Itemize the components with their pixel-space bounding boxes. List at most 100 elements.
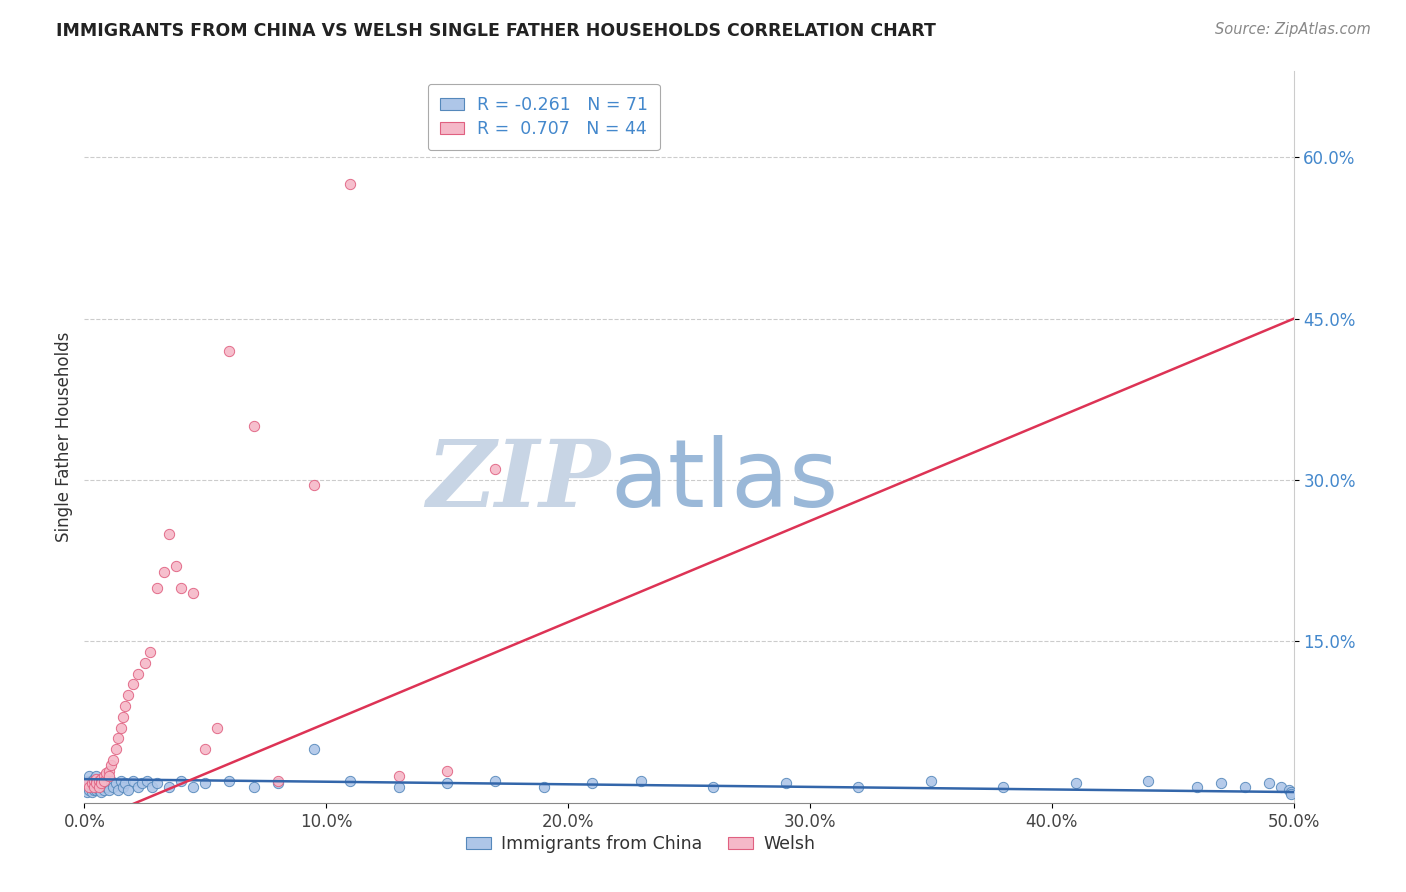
Point — [117, 688, 139, 702]
Point — [302, 742, 325, 756]
Point — [388, 780, 411, 794]
Point — [80, 776, 103, 790]
Point — [267, 776, 290, 790]
Point — [181, 780, 204, 794]
Point — [83, 780, 105, 794]
Point — [86, 772, 108, 786]
Point — [86, 776, 108, 790]
Point — [90, 780, 112, 794]
Point — [1270, 780, 1292, 794]
Point — [97, 776, 120, 790]
Point — [112, 780, 135, 794]
Point — [110, 774, 132, 789]
Point — [110, 721, 132, 735]
Point — [77, 776, 100, 790]
Text: IMMIGRANTS FROM CHINA VS WELSH SINGLE FATHER HOUSEHOLDS CORRELATION CHART: IMMIGRANTS FROM CHINA VS WELSH SINGLE FA… — [56, 22, 936, 40]
Point — [436, 776, 458, 790]
Point — [127, 780, 149, 794]
Point — [581, 776, 603, 790]
Point — [136, 774, 159, 789]
Point — [90, 785, 112, 799]
Point — [121, 677, 143, 691]
Point — [702, 780, 724, 794]
Point — [117, 783, 139, 797]
Point — [100, 774, 122, 789]
Point — [80, 774, 103, 789]
Point — [86, 769, 108, 783]
Point — [107, 731, 129, 746]
Point — [146, 581, 169, 595]
Point — [87, 783, 110, 797]
Point — [436, 764, 458, 778]
Point — [83, 772, 105, 786]
Point — [141, 780, 163, 794]
Point — [181, 586, 204, 600]
Point — [87, 780, 110, 794]
Point — [93, 769, 115, 783]
Point — [87, 776, 110, 790]
Point — [83, 774, 105, 789]
Point — [1279, 785, 1302, 799]
Point — [114, 698, 136, 713]
Point — [1064, 776, 1087, 790]
Point — [920, 774, 942, 789]
Point — [97, 769, 120, 783]
Text: ZIP: ZIP — [426, 436, 610, 526]
Point — [242, 780, 264, 794]
Point — [76, 776, 98, 790]
Point — [157, 527, 180, 541]
Point — [80, 780, 103, 794]
Point — [107, 783, 129, 797]
Point — [138, 645, 160, 659]
Point — [97, 764, 120, 778]
Point — [93, 776, 115, 790]
Point — [170, 774, 193, 789]
Point — [846, 780, 869, 794]
Point — [1209, 776, 1232, 790]
Point — [194, 742, 217, 756]
Point — [1137, 774, 1160, 789]
Point — [993, 780, 1015, 794]
Point — [86, 774, 108, 789]
Point — [77, 769, 100, 783]
Point — [90, 776, 112, 790]
Point — [112, 710, 135, 724]
Point — [93, 783, 115, 797]
Legend: Immigrants from China, Welsh: Immigrants from China, Welsh — [460, 828, 823, 860]
Point — [533, 780, 555, 794]
Point — [103, 753, 125, 767]
Point — [86, 780, 108, 794]
Point — [207, 721, 229, 735]
Text: atlas: atlas — [610, 435, 838, 527]
Point — [1185, 780, 1208, 794]
Point — [90, 772, 112, 786]
Point — [76, 785, 98, 799]
Point — [302, 478, 325, 492]
Point — [87, 774, 110, 789]
Point — [484, 462, 506, 476]
Point — [131, 776, 153, 790]
Point — [104, 742, 127, 756]
Point — [170, 581, 193, 595]
Text: Source: ZipAtlas.com: Source: ZipAtlas.com — [1215, 22, 1371, 37]
Point — [775, 776, 797, 790]
Point — [90, 772, 112, 786]
Point — [104, 776, 127, 790]
Point — [153, 565, 176, 579]
Point — [121, 774, 143, 789]
Point — [83, 783, 105, 797]
Point — [94, 774, 117, 789]
Point — [86, 783, 108, 797]
Point — [146, 776, 169, 790]
Point — [100, 758, 122, 772]
Point — [114, 776, 136, 790]
Point — [134, 656, 156, 670]
Point — [194, 776, 217, 790]
Point — [93, 774, 115, 789]
Point — [242, 419, 264, 434]
Point — [630, 774, 652, 789]
Point — [339, 178, 361, 192]
Point — [127, 666, 149, 681]
Point — [267, 774, 290, 789]
Point — [83, 776, 105, 790]
